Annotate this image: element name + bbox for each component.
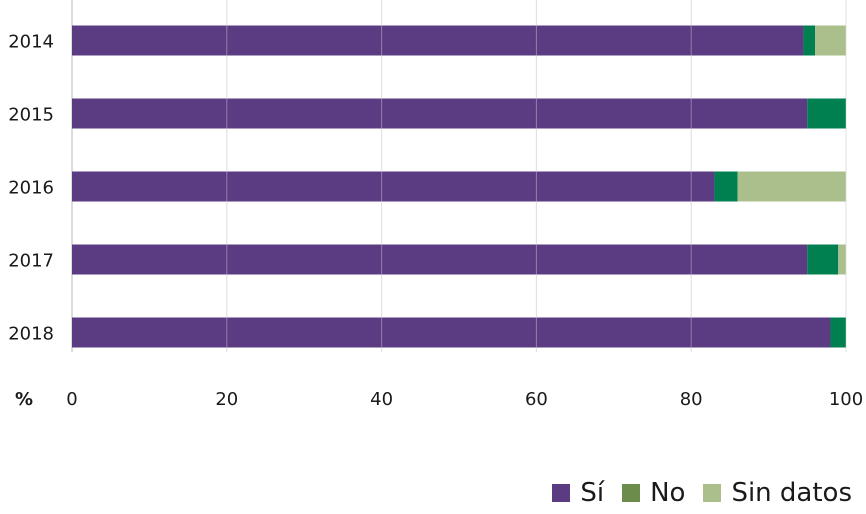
bar-2014-series-0 — [72, 25, 804, 56]
bar-2017-series-1 — [807, 244, 839, 275]
x-tick-label-40: 40 — [370, 389, 393, 410]
y-tick-label-2018: 2018 — [8, 324, 54, 345]
bar-2016-series-0 — [72, 171, 715, 202]
bar-2016-series-1 — [714, 171, 738, 202]
y-tick-label-2016: 2016 — [8, 178, 54, 199]
legend-item-no: No — [622, 478, 685, 508]
x-tick-label-80: 80 — [680, 389, 703, 410]
legend-label-sin-datos: Sin datos — [731, 478, 852, 508]
bar-2015-series-1 — [807, 98, 846, 129]
legend-label-no: No — [650, 478, 686, 508]
bar-2017-series-2 — [838, 244, 846, 275]
y-tick-label-2015: 2015 — [8, 105, 54, 126]
bar-2014-series-2 — [815, 25, 846, 56]
x-tick-label-100: 100 — [829, 389, 863, 410]
y-axis-labels: 2014 2015 2016 2017 2018 — [8, 32, 54, 345]
bar-2014-series-1 — [803, 25, 816, 56]
x-tick-label-0: 0 — [66, 389, 77, 410]
legend-label-si: Sí — [580, 478, 605, 508]
x-axis-labels: 0 20 40 60 80 100 — [66, 389, 863, 410]
legend-item-si: Sí — [552, 478, 604, 508]
x-tick-label-60: 60 — [525, 389, 548, 410]
y-tick-label-2014: 2014 — [8, 32, 54, 53]
bar-2018-series-1 — [830, 317, 846, 348]
bar-2018-series-0 — [72, 317, 831, 348]
x-tick-label-20: 20 — [215, 389, 238, 410]
gridlines-overlay — [226, 0, 847, 352]
legend-item-sin-datos: Sin datos — [703, 478, 852, 508]
bar-2016-series-2 — [737, 171, 846, 202]
bars-group — [72, 25, 846, 348]
bar-2017-series-0 — [72, 244, 808, 275]
legend: Sí No Sin datos — [534, 478, 852, 508]
x-axis-unit-label: % — [15, 389, 33, 410]
legend-swatch-no — [622, 484, 641, 502]
bar-2015-series-0 — [72, 98, 808, 129]
legend-swatch-si — [552, 484, 571, 502]
y-tick-label-2017: 2017 — [8, 251, 54, 272]
legend-swatch-sin-datos — [703, 484, 722, 502]
